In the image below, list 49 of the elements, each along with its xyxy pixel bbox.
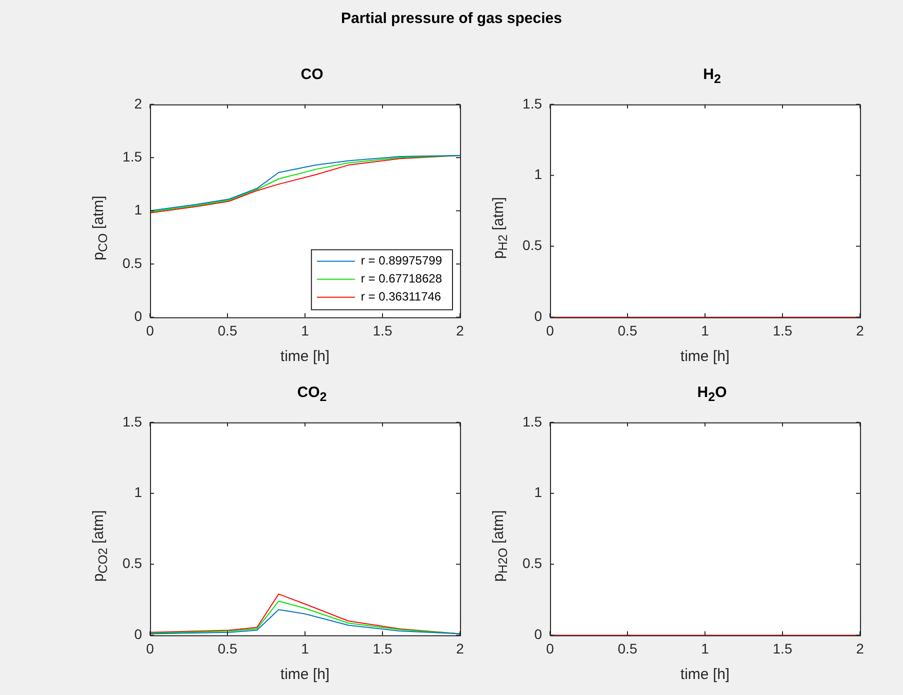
x-tick-label: 0.5	[218, 322, 238, 338]
x-tick-label: 1	[301, 322, 310, 338]
chart-title: CO$_{2}$	[296, 384, 328, 404]
x-tick-label: 0.5	[618, 322, 638, 338]
y-tick-label: 1.5	[122, 413, 142, 430]
legend-label: r = 0.36311746	[360, 290, 442, 304]
chart-title: H$_{2}$	[702, 66, 722, 86]
x-axis-title: time [h]	[280, 348, 330, 366]
y-tick-label: 1	[134, 202, 142, 218]
x-tick-label: 0	[146, 322, 154, 338]
chart-title: H$_{2}$O	[696, 384, 728, 404]
legend-label: r = 0.89975799	[360, 254, 442, 268]
y-tick-label: 1	[534, 484, 542, 500]
y-tick-label: 0	[534, 308, 542, 324]
y-tick-label: 1.5	[122, 148, 142, 164]
x-tick-label: 2	[456, 322, 464, 338]
x-tick-label: 1	[301, 640, 310, 656]
x-tick-label: 1.5	[372, 322, 392, 338]
x-tick-label: 1.5	[772, 322, 792, 338]
y-tick-label: 2	[134, 95, 142, 112]
x-tick-label: 0.5	[618, 640, 638, 656]
y-tick-label: 0.5	[522, 555, 542, 572]
y-tick-label: 0	[134, 308, 142, 324]
x-tick-label: 2	[856, 322, 864, 338]
x-axis-title: time [h]	[680, 666, 730, 684]
x-tick-label: 0	[546, 640, 554, 656]
y-tick-label: 1	[134, 484, 142, 500]
x-tick-label: 1	[701, 322, 710, 338]
x-tick-label: 0	[146, 640, 154, 656]
x-tick-label: 1	[701, 640, 710, 656]
y-tick-label: 0.5	[522, 237, 542, 254]
x-tick-label: 2	[856, 640, 864, 656]
y-tick-label: 0	[134, 626, 142, 642]
y-tick-label: 1.5	[522, 95, 542, 112]
y-tick-label: 0.5	[122, 555, 142, 572]
chart-title: CO	[300, 66, 324, 83]
y-tick-label: 1.5	[522, 413, 542, 430]
x-tick-label: 0.5	[218, 640, 238, 656]
x-tick-label: 1.5	[372, 640, 392, 656]
y-tick-label: 1	[534, 166, 542, 182]
x-tick-label: 0	[546, 322, 554, 338]
x-axis-title: time [h]	[680, 348, 730, 366]
y-tick-label: 0.5	[122, 254, 142, 271]
x-tick-label: 2	[456, 640, 464, 656]
text: Partial pressure of gas species	[340, 10, 563, 27]
x-axis-title: time [h]	[280, 666, 330, 684]
legend-label: r = 0.67718628	[360, 272, 442, 286]
x-tick-label: 1.5	[772, 640, 792, 656]
y-tick-label: 0	[534, 626, 542, 642]
